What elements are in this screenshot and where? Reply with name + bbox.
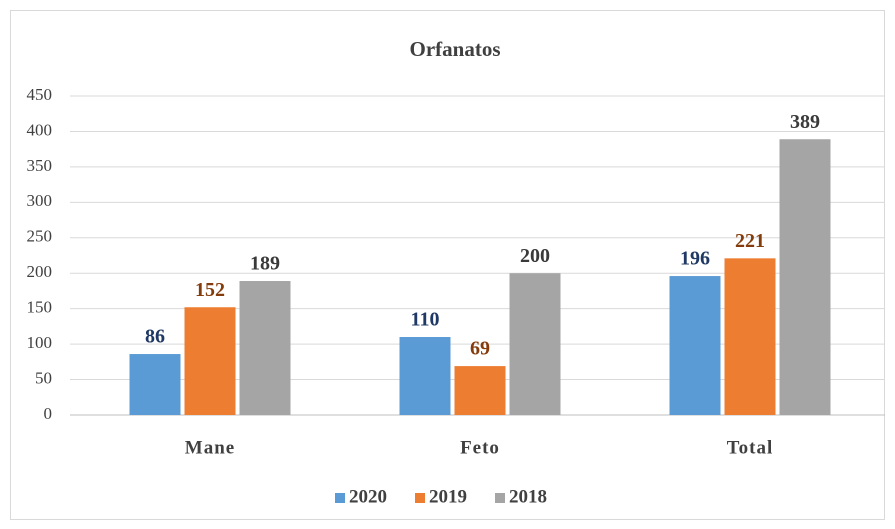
value-label: 189 xyxy=(250,253,280,275)
bar xyxy=(184,307,236,415)
x-tick-label: Mane xyxy=(185,437,235,458)
legend-label: 2018 xyxy=(509,486,547,507)
value-label: 196 xyxy=(680,248,710,270)
y-tick-label: 200 xyxy=(27,262,53,281)
bar xyxy=(129,354,181,415)
value-label: 69 xyxy=(470,338,490,360)
value-label: 86 xyxy=(145,326,165,348)
y-tick-label: 350 xyxy=(27,156,53,175)
legend-label: 2019 xyxy=(429,486,467,507)
value-label: 389 xyxy=(790,111,820,133)
bar xyxy=(454,366,506,415)
bar xyxy=(399,337,451,415)
y-tick-label: 250 xyxy=(27,227,53,246)
y-tick-label: 300 xyxy=(27,191,53,210)
legend-swatch xyxy=(335,493,345,503)
value-label: 152 xyxy=(195,279,225,301)
x-tick-label: Feto xyxy=(460,437,500,458)
chart-title: Orfanatos xyxy=(410,37,501,61)
y-tick-label: 100 xyxy=(27,333,53,352)
legend-label: 2020 xyxy=(349,486,387,507)
legend-swatch xyxy=(415,493,425,503)
value-label: 110 xyxy=(411,309,440,331)
y-tick-label: 150 xyxy=(27,298,53,317)
bar xyxy=(509,273,561,415)
value-label: 200 xyxy=(520,245,550,267)
bar xyxy=(239,281,291,415)
x-tick-label: Total xyxy=(727,437,774,458)
y-tick-label: 0 xyxy=(44,404,53,423)
bar xyxy=(669,276,721,415)
y-tick-label: 400 xyxy=(27,120,53,139)
bar xyxy=(779,139,831,415)
y-tick-label: 450 xyxy=(27,85,53,104)
y-tick-label: 50 xyxy=(35,368,52,387)
legend-swatch xyxy=(495,493,505,503)
bar xyxy=(724,258,776,415)
value-label: 221 xyxy=(735,230,765,252)
